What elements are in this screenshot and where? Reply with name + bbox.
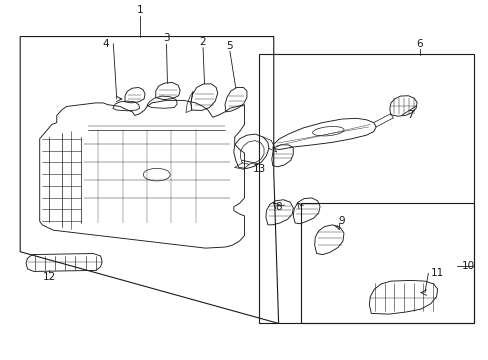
Text: 2: 2 [199,37,206,47]
Text: 1: 1 [136,5,142,15]
Text: 3: 3 [163,33,169,43]
Text: 12: 12 [43,272,56,282]
Text: 13: 13 [252,164,265,174]
Text: 10: 10 [461,261,474,271]
Text: 6: 6 [416,39,423,49]
Text: 7: 7 [406,111,413,121]
Text: 11: 11 [429,268,443,278]
Text: 8: 8 [275,202,282,212]
Text: 4: 4 [102,39,109,49]
Text: 5: 5 [226,41,233,50]
Text: 9: 9 [338,216,345,226]
